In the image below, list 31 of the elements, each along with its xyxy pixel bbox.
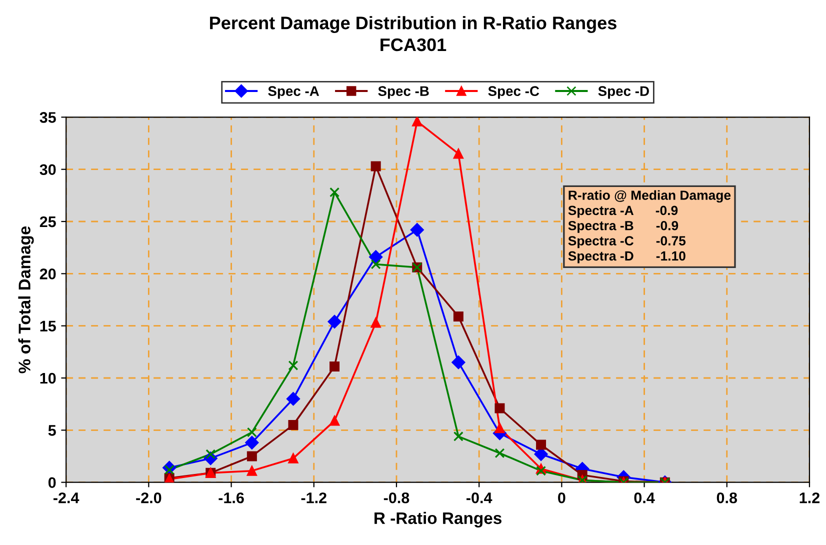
x-tick-label: -1.2 (301, 492, 326, 504)
legend-label: Spec -C (488, 86, 540, 99)
y-tick-label: 20 (40, 268, 56, 280)
y-tick-label: 10 (40, 372, 56, 384)
x-tick-label: 0.8 (716, 492, 738, 504)
x-tick-label: -2.4 (54, 492, 80, 504)
y-tick-label: 35 (40, 112, 56, 123)
x-tick-label: -1.6 (218, 492, 244, 504)
chart-subtitle: FCA301 (380, 38, 446, 52)
x-tick-label: -2.0 (136, 492, 162, 504)
annotation: Spectra -A -0.9 (568, 206, 678, 218)
x-tick-label: -0.4 (466, 492, 492, 504)
annotation: R-ratio @ Median Damage (568, 190, 731, 203)
x-axis-title: R -Ratio Ranges (374, 512, 502, 528)
legend-label: Spec -B (378, 86, 429, 99)
annotation: Spectra -D -1.10 (568, 251, 686, 264)
x-tick-label: 0.4 (634, 492, 655, 504)
annotation: Spectra -C -0.75 (568, 236, 686, 248)
legend-label: Spec -D (598, 86, 649, 99)
x-tick-label: 1.2 (800, 492, 820, 504)
annotation: Spectra -B -0.9 (568, 220, 678, 233)
y-tick-label: 0 (48, 477, 56, 488)
x-tick-label: 0 (558, 492, 566, 504)
x-tick-label: -0.8 (384, 492, 410, 504)
y-tick-label: 25 (40, 216, 56, 228)
y-tick-label: 30 (40, 164, 56, 176)
y-tick-label: 15 (40, 320, 56, 332)
y-axis-title: % of Total Damage (18, 226, 34, 374)
y-tick-label: 5 (48, 425, 56, 436)
chart-title: Percent Damage Distribution in R-Ratio Ranges (210, 16, 616, 33)
legend-label: Spec -A (268, 86, 320, 99)
